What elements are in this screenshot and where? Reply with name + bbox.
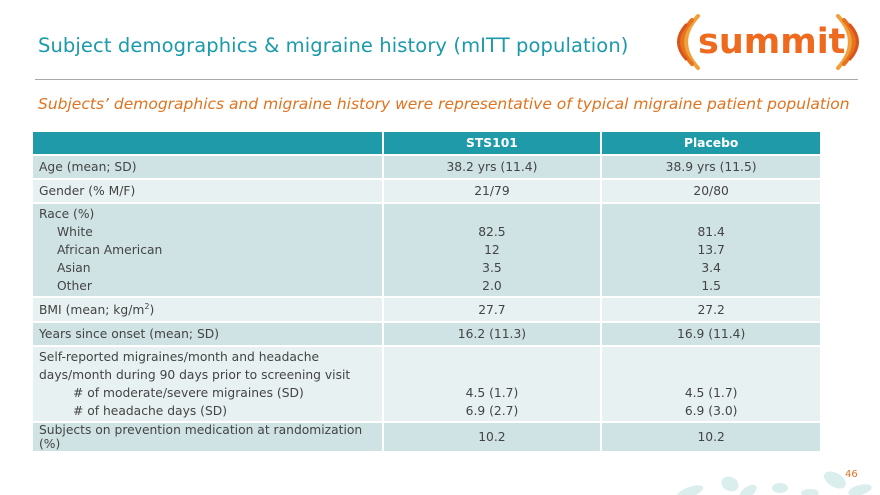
race-other-placebo: 1.5 — [701, 279, 721, 293]
race-asian-label: Asian — [57, 261, 91, 275]
moderate-severe-label: # of moderate/severe migraines (SD) — [73, 386, 304, 400]
header-placebo: Placebo — [601, 132, 822, 156]
bmi-superscript: 2 — [144, 301, 150, 311]
logo-arcs-right — [836, 14, 859, 70]
row-prevention: Subjects on prevention medication at ran… — [33, 422, 822, 453]
race-african-american-label: African American — [57, 243, 163, 257]
cell-placebo: 20/80 — [601, 179, 822, 204]
race-african-american-placebo: 13.7 — [697, 243, 725, 257]
race-african-american-sts101: 12 — [484, 243, 500, 257]
race-other-label: Other — [57, 279, 92, 293]
cell-sts101: 21/79 — [382, 179, 603, 204]
row-migraines: Self-reported migraines/month and headac… — [33, 346, 822, 423]
cell-placebo: 4.5 (1.7) 6.9 (3.0) — [601, 346, 822, 423]
headache-days-placebo: 6.9 (3.0) — [684, 404, 738, 418]
race-asian-sts101: 3.5 — [482, 261, 502, 275]
logo-text: summit — [698, 22, 845, 62]
row-bmi: BMI (mean; kg/m2) 27.7 27.2 — [33, 297, 822, 323]
cell-sts101: 82.5 12 3.5 2.0 — [382, 203, 603, 298]
slide-subtitle: Subjects’ demographics and migraine hist… — [38, 95, 850, 113]
demographics-table: STS101 Placebo Age (mean; SD) 38.2 yrs (… — [33, 132, 822, 453]
page-number: 46 — [845, 469, 858, 480]
row-label: Race (%) White African American Asian Ot… — [33, 203, 384, 298]
header-sts101: STS101 — [382, 132, 603, 156]
cell-sts101: 16.2 (11.3) — [382, 322, 603, 347]
headache-days-label: # of headache days (SD) — [73, 404, 228, 418]
row-onset: Years since onset (mean; SD) 16.2 (11.3)… — [33, 322, 822, 347]
race-white-placebo: 81.4 — [697, 225, 725, 239]
row-race: Race (%) White African American Asian Ot… — [33, 203, 822, 298]
row-gender: Gender (% M/F) 21/79 20/80 — [33, 179, 822, 204]
race-white-label: White — [57, 225, 93, 239]
race-white-sts101: 82.5 — [478, 225, 506, 239]
race-other-sts101: 2.0 — [482, 279, 502, 293]
cell-placebo: 10.2 — [601, 422, 822, 453]
cell-sts101: 4.5 (1.7) 6.9 (2.7) — [382, 346, 603, 423]
header-empty — [33, 132, 384, 156]
logo-arcs-left — [677, 14, 700, 70]
migraines-label-line2: days/month during 90 days prior to scree… — [39, 368, 351, 382]
cell-placebo: 81.4 13.7 3.4 1.5 — [601, 203, 822, 298]
cell-placebo: 16.9 (11.4) — [601, 322, 822, 347]
decorative-leaves — [676, 471, 872, 495]
cell-placebo: 27.2 — [601, 297, 822, 323]
headache-days-sts101: 6.9 (2.7) — [465, 404, 519, 418]
cell-sts101: 27.7 — [382, 297, 603, 323]
cell-placebo: 38.9 yrs (11.5) — [601, 155, 822, 180]
row-label: Age (mean; SD) — [33, 155, 384, 180]
moderate-severe-placebo: 4.5 (1.7) — [684, 386, 738, 400]
row-label: Gender (% M/F) — [33, 179, 384, 204]
title-divider — [35, 79, 858, 80]
summit-logo: summit — [677, 14, 859, 70]
race-label: Race (%) — [39, 207, 95, 221]
row-label: Subjects on prevention medication at ran… — [33, 422, 384, 453]
moderate-severe-sts101: 4.5 (1.7) — [465, 386, 519, 400]
row-label: Years since onset (mean; SD) — [33, 322, 384, 347]
slide-title: Subject demographics & migraine history … — [38, 34, 629, 57]
migraines-label-line1: Self-reported migraines/month and headac… — [39, 350, 320, 364]
cell-sts101: 38.2 yrs (11.4) — [382, 155, 603, 180]
table-header-row: STS101 Placebo — [33, 132, 822, 156]
cell-sts101: 10.2 — [382, 422, 603, 453]
race-asian-placebo: 3.4 — [701, 261, 721, 275]
row-label: BMI (mean; kg/m2) — [33, 297, 384, 323]
row-label: Self-reported migraines/month and headac… — [33, 346, 384, 423]
row-age: Age (mean; SD) 38.2 yrs (11.4) 38.9 yrs … — [33, 155, 822, 180]
